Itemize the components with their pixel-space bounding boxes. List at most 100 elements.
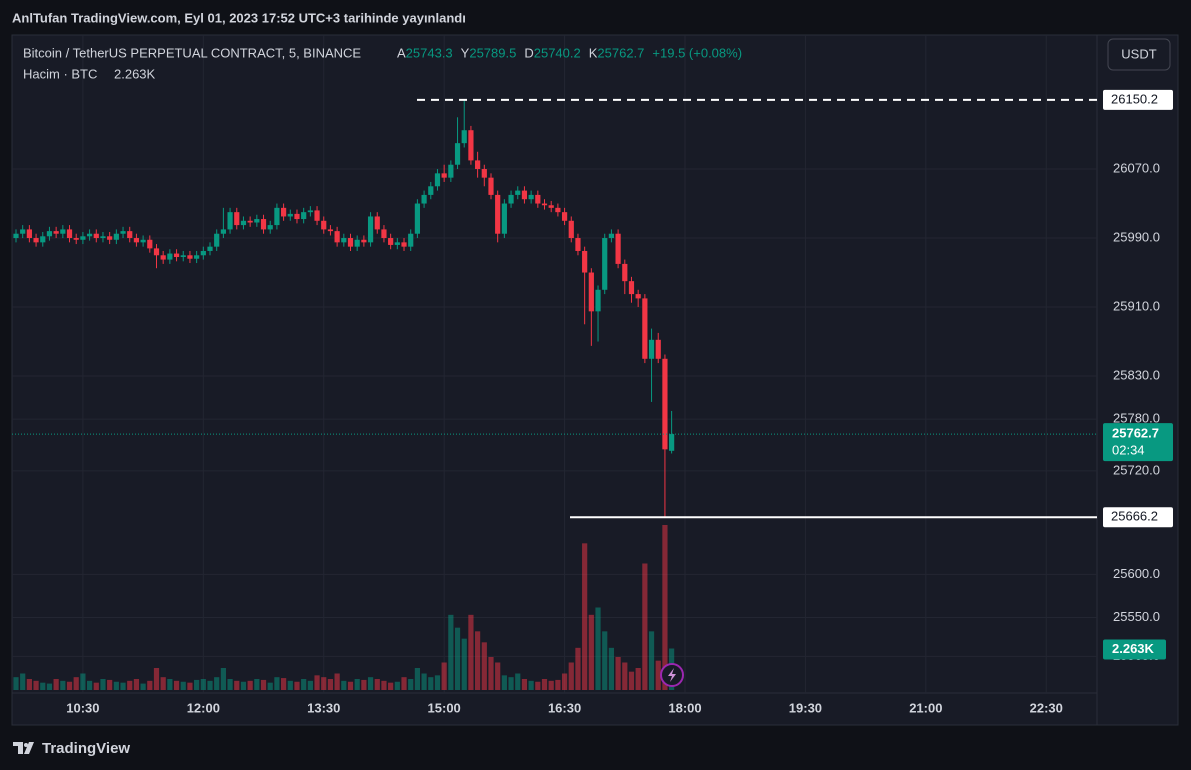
volume-bar <box>214 677 220 690</box>
candle-body <box>46 231 53 237</box>
x-tick-label: 16:30 <box>548 700 581 715</box>
x-tick-label: 12:00 <box>187 700 220 715</box>
candle-body <box>20 229 26 234</box>
volume-bar <box>127 680 133 690</box>
volume-bar <box>341 680 347 690</box>
candle-body <box>187 255 193 259</box>
candle-body <box>414 203 420 234</box>
volume-bar <box>113 681 119 690</box>
candle-body <box>488 177 494 195</box>
volume-bar <box>234 680 240 690</box>
price-label-box <box>1103 89 1173 110</box>
price-label-box <box>1103 507 1173 528</box>
volume-bar <box>475 631 481 690</box>
candle-body <box>260 219 267 230</box>
volume-bar <box>488 657 494 690</box>
volume-bar <box>147 680 153 690</box>
candle-body <box>294 213 300 220</box>
volume-legend-value: 2.263K <box>114 66 156 81</box>
candle-body <box>354 239 360 247</box>
candle-body <box>247 220 253 223</box>
volume-bar <box>301 679 307 690</box>
candle-body <box>508 194 514 204</box>
y-tick-label: 25990.0 <box>1113 229 1160 244</box>
volume-bar <box>588 614 594 690</box>
candle-body <box>495 194 501 234</box>
candle-body <box>133 238 140 243</box>
candle-body <box>468 130 474 161</box>
volume-bar <box>194 679 200 690</box>
labels: 26070.0 25990.0 25910.0 25830.0 25780.0 25720… <box>66 89 1173 715</box>
volume-bar <box>100 679 106 690</box>
candle-body <box>327 229 334 232</box>
y-tick-label: 25830.0 <box>1113 367 1160 382</box>
candle-body <box>207 246 213 251</box>
volume-bar <box>367 677 374 690</box>
candle-body <box>394 242 400 245</box>
candle-body <box>274 207 280 226</box>
candle-body <box>461 130 467 144</box>
candle-body <box>374 216 380 230</box>
volume-bar <box>254 679 260 690</box>
volume-bar <box>220 668 226 690</box>
candle-body <box>454 143 461 165</box>
candle-body <box>448 164 454 178</box>
candle-body <box>635 294 641 299</box>
currency-button[interactable] <box>1107 38 1171 71</box>
volume-bar <box>361 679 367 690</box>
current-price-label: 25762.7 <box>1112 426 1159 441</box>
volume-bar <box>662 525 668 690</box>
volume-bar <box>334 673 340 690</box>
candle-body <box>347 238 354 247</box>
ohlc-key: K <box>589 45 598 60</box>
candle-body <box>595 289 601 312</box>
volume-bar <box>20 673 26 690</box>
candle-body <box>381 229 387 239</box>
candle-body <box>240 220 247 226</box>
candle-body <box>441 173 447 178</box>
candle-body <box>107 236 113 240</box>
volume-bar <box>582 543 588 690</box>
ohlc-value: 25789.5 <box>469 45 516 60</box>
volume-bar <box>240 681 247 690</box>
candle-body <box>214 233 220 247</box>
candle-body <box>254 219 260 223</box>
candle-body <box>13 233 19 239</box>
y-tick-label: 25550.0 <box>1113 609 1160 624</box>
volume-bar <box>441 662 447 690</box>
y-tick-label: 25780.0 <box>1113 411 1160 426</box>
volume-bar <box>388 682 394 690</box>
volume-bar <box>408 679 414 690</box>
candle-body <box>421 194 427 204</box>
volume-bar <box>635 668 641 690</box>
x-tick-label: 13:30 <box>307 700 340 715</box>
volume-bar <box>321 677 327 690</box>
volume-bar <box>207 680 213 690</box>
volume-bar <box>602 631 608 690</box>
volume-bar <box>454 627 461 690</box>
volume-bar <box>274 677 280 690</box>
candle-body <box>628 281 635 295</box>
change: +19.5 (+0.08%) <box>652 45 742 60</box>
volume-bar <box>160 677 166 690</box>
candle-body <box>140 239 146 243</box>
ohlc-key: A <box>397 45 406 60</box>
ohlc-key: Y <box>461 45 470 60</box>
x-tick-label: 21:00 <box>909 700 942 715</box>
volume-bar <box>66 681 73 690</box>
candle-body <box>200 250 206 256</box>
currency-label[interactable]: USDT <box>1121 46 1156 61</box>
price-label: 25666.2 <box>1111 509 1158 524</box>
candle-body <box>615 233 621 264</box>
ohlc-key: D <box>524 45 533 60</box>
candle-body <box>334 231 340 243</box>
volume-bar <box>287 680 293 690</box>
candle-body <box>321 220 327 230</box>
candle-body <box>287 213 293 217</box>
volume-bar <box>381 680 387 690</box>
candle-body <box>408 233 414 247</box>
volume-bar <box>53 679 59 690</box>
candle-body <box>220 229 226 234</box>
volume-bar <box>13 677 19 690</box>
